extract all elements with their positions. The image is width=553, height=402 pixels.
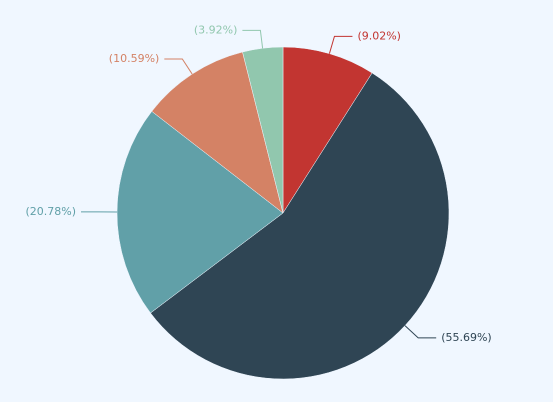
data-label: (9.02%) [357, 29, 401, 42]
data-label: (10.59%) [109, 52, 160, 65]
data-label: (55.69%) [441, 331, 492, 344]
pie-slice [150, 72, 450, 380]
leader-line [164, 58, 193, 75]
leader-line [404, 325, 437, 339]
pie-slice [116, 110, 284, 314]
leader-line [242, 29, 264, 49]
data-label: (3.92%) [194, 23, 238, 36]
pie-slice [282, 46, 373, 214]
data-label: (20.78%) [25, 205, 76, 218]
pie-slice [151, 51, 284, 214]
leader-line [328, 35, 353, 54]
